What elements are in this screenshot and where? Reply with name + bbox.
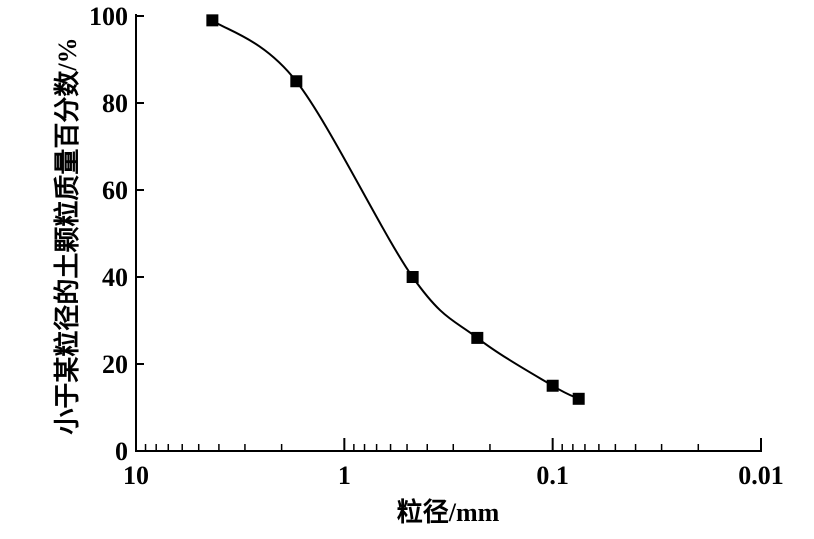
x-axis-title: 粒径/mm: [397, 497, 500, 527]
data-point: [546, 379, 559, 392]
points-layer: [206, 14, 585, 405]
y-tick-label: 20: [102, 350, 128, 379]
y-tick-label: 100: [89, 2, 128, 31]
data-point: [572, 392, 585, 405]
ticks: 0 20 40 60 80 100 10 1 0.1 0.01: [89, 2, 784, 490]
data-point: [471, 331, 484, 344]
series-line: [211, 19, 580, 400]
y-tick-label: 40: [102, 263, 128, 292]
data-point: [206, 14, 219, 27]
x-tick-label: 0.01: [738, 461, 784, 490]
y-axis-title: 小于某粒径的土颗粒质量百分数/%: [52, 37, 82, 434]
y-tick-label: 80: [102, 89, 128, 118]
curve-layer: [211, 19, 580, 400]
y-tick-label: 60: [102, 176, 128, 205]
data-point: [406, 271, 419, 283]
axes: [135, 14, 762, 452]
x-tick-label: 1: [338, 461, 351, 490]
y-tick-label: 0: [115, 437, 128, 466]
x-tick-label: 10: [123, 461, 149, 490]
data-point: [290, 75, 303, 88]
x-tick-label: 0.1: [536, 461, 569, 490]
